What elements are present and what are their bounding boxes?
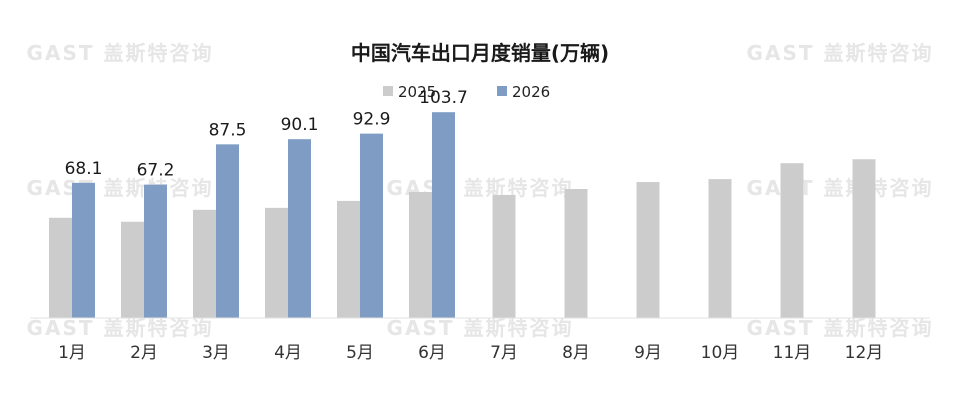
x-tick-label: 10月 <box>701 343 740 363</box>
watermark-text: GAST 盖斯特咨询 <box>747 316 934 340</box>
x-tick-label: 9月 <box>634 343 662 363</box>
bar-2026-5月 <box>360 133 383 318</box>
data-label-2026-4月: 90.1 <box>281 115 319 135</box>
bar-2025-11月 <box>780 163 804 318</box>
legend-swatch <box>383 86 393 96</box>
legend: 2025 2026 <box>383 83 550 101</box>
x-tick-label: 4月 <box>274 343 302 363</box>
bar-2025-6月 <box>409 191 432 318</box>
watermark-text: GAST 盖斯特咨询 <box>747 176 934 200</box>
bar-2026-3月 <box>216 144 239 318</box>
watermark-text: GAST 盖斯特咨询 <box>387 316 574 340</box>
bar-2026-6月 <box>432 112 455 319</box>
bar-2026-4月 <box>288 139 311 318</box>
bar-2025-3月 <box>193 209 216 318</box>
chart-title: 中国汽车出口月度销量(万辆) <box>351 41 609 65</box>
bars <box>49 112 876 319</box>
data-label-2026-1月: 68.1 <box>65 159 103 179</box>
legend-item-2025: 2025 <box>383 83 436 101</box>
bar-2025-10月 <box>708 179 732 318</box>
legend-item-2026: 2026 <box>497 83 550 101</box>
data-label-2026-2月: 67.2 <box>137 161 175 181</box>
legend-label: 2026 <box>512 83 550 101</box>
bar-2025-2月 <box>121 221 144 318</box>
bar-2025-4月 <box>265 207 288 318</box>
data-label-2026-5月: 92.9 <box>353 110 391 130</box>
x-tick-label: 11月 <box>773 343 812 363</box>
watermark-text: GAST 盖斯特咨询 <box>27 316 214 340</box>
bar-2025-5月 <box>337 200 360 318</box>
bar-2025-7月 <box>492 194 516 318</box>
x-tick-label: 12月 <box>845 343 884 363</box>
x-tick-label: 8月 <box>562 343 590 363</box>
x-tick-label: 3月 <box>202 343 230 363</box>
bar-2026-2月 <box>144 184 167 318</box>
x-tick-label: 6月 <box>418 343 446 363</box>
bar-2026-1月 <box>72 182 95 318</box>
watermark-layer: GAST 盖斯特咨询 GAST 盖斯特咨询 GAST 盖斯特咨询 GAST 盖斯特咨询… <box>27 41 934 340</box>
x-tick-label: 2月 <box>130 343 158 363</box>
x-tick-label: 1月 <box>58 343 86 363</box>
x-axis-ticks: 1月 2月 3月 4月 5月 6月 7月 8月 9月 10月 11月 12月 <box>58 343 883 363</box>
watermark-text: GAST 盖斯特咨询 <box>747 41 934 65</box>
bar-2025-9月 <box>636 182 660 318</box>
data-labels: 68.1 67.2 87.5 90.1 92.9 103.7 <box>65 88 468 180</box>
x-tick-label: 5月 <box>346 343 374 363</box>
watermark-text: GAST 盖斯特咨询 <box>27 176 214 200</box>
data-label-2026-6月: 103.7 <box>419 88 468 108</box>
legend-label: 2025 <box>398 83 436 101</box>
legend-swatch <box>497 86 507 96</box>
x-tick-label: 7月 <box>490 343 518 363</box>
bar-2025-8月 <box>564 189 588 318</box>
bar-2025-1月 <box>49 217 72 318</box>
watermark-text: GAST 盖斯特咨询 <box>27 41 214 65</box>
data-label-2026-3月: 87.5 <box>209 120 247 140</box>
bar-2025-12月 <box>852 159 876 318</box>
